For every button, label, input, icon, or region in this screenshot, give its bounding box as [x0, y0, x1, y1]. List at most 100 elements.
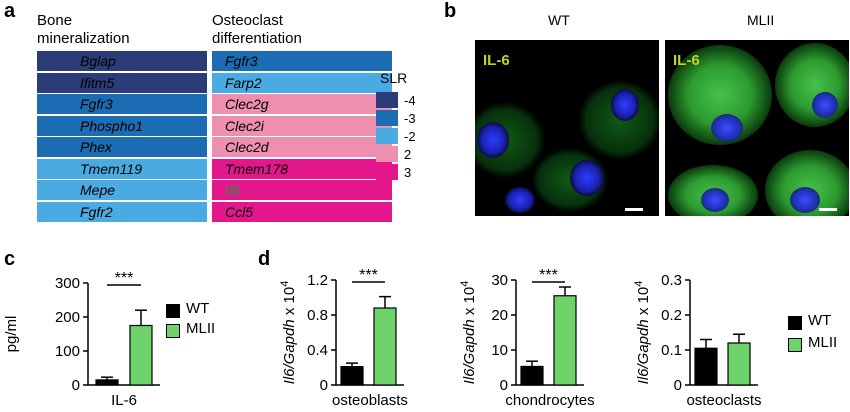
slr-legend-swatch — [376, 146, 398, 162]
legend-c-mlii-label: MLII — [186, 320, 216, 337]
osteo-cell — [212, 180, 392, 200]
scale-bar — [819, 208, 837, 211]
significance-stars: *** — [115, 270, 134, 287]
chart-osteoclasts: 0 0.1 0.2 0.3 osteoclasts Il6/Gapdh x 104 — [633, 272, 762, 409]
bar-mlii — [373, 307, 397, 386]
y-tick-label: 0.2 — [661, 307, 682, 324]
y-tick-label: 0.3 — [661, 272, 682, 289]
bone-gene-label: Fgfr3 — [80, 96, 113, 112]
slr-legend-swatch — [376, 92, 398, 108]
significance-stars: *** — [359, 267, 378, 284]
bar-wt — [95, 379, 119, 386]
legend-d: WT MLII — [788, 312, 850, 357]
micrograph-wt: IL-6 — [475, 40, 659, 216]
osteo-cell — [212, 94, 392, 114]
osteo-gene-label: Il6 — [225, 182, 240, 198]
osteo-gene-label: Tmem178 — [225, 160, 289, 177]
y-axis-label: pg/ml — [3, 316, 20, 353]
micrograph-mlii-image — [668, 43, 849, 216]
significance-stars: *** — [539, 267, 558, 284]
y-tick-label: 0 — [500, 377, 508, 394]
legend-c-mlii-swatch — [166, 324, 180, 338]
bone-gene-label: Tmem119 — [80, 160, 142, 177]
slr-legend-label: -2 — [404, 129, 416, 144]
bone-cell — [37, 72, 207, 93]
osteo-cell — [212, 115, 392, 136]
y-tick-label: 0 — [72, 377, 80, 394]
bone-cell — [37, 201, 207, 222]
y-axis-label: Il6/Gapdh x 104 — [633, 281, 652, 385]
y-tick-label: 300 — [55, 275, 80, 292]
y-tick-label: 100 — [55, 343, 80, 360]
slr-legend-swatch — [376, 128, 398, 144]
legend-d-mlii-label: MLII — [808, 334, 838, 351]
bar-wt — [340, 366, 364, 386]
osteo-cell — [212, 137, 392, 157]
y-tick-label: 30 — [491, 272, 508, 289]
osteo-cell — [212, 158, 392, 179]
bone-cell — [37, 158, 207, 179]
bone-title-line1: Bone — [37, 12, 73, 29]
bar-wt — [520, 365, 544, 386]
bar-mlii — [553, 295, 577, 386]
legend-d-mlii-swatch — [788, 338, 802, 352]
slr-legend-label: 2 — [404, 147, 412, 162]
osteo-cell — [212, 201, 392, 222]
y-tick-label: 200 — [55, 309, 80, 326]
slr-legend-label: 3 — [404, 165, 412, 180]
osteo-gene-label: Clec2d — [225, 139, 269, 155]
category-label: IL-6 — [111, 392, 137, 409]
bone-gene-label: Mepe — [80, 182, 116, 198]
slr-legend-label: -4 — [404, 93, 416, 108]
legend-c: WT MLII — [166, 300, 246, 345]
osteo-title-line2: differentiation — [212, 30, 302, 47]
panel-label-a: a — [4, 0, 16, 22]
bar-wt — [694, 347, 718, 386]
osteo-gene-label: Clec2g — [225, 96, 269, 112]
y-tick-label: 0.1 — [661, 342, 682, 359]
bone-gene-label: Ifitm5 — [80, 74, 115, 91]
y-tick-label: 0.8 — [307, 307, 328, 324]
category-label: chondrocytes — [505, 392, 594, 409]
y-tick-label: 0.4 — [307, 342, 328, 359]
category-label: osteoblasts — [332, 392, 408, 409]
slr-legend-label: -3 — [404, 111, 416, 126]
scale-bar — [625, 208, 643, 211]
bone-cell — [37, 137, 207, 157]
y-tick-label: 20 — [491, 307, 508, 324]
chart-osteoblasts: 0 0.4 0.8 1.2 *** osteoblasts Il6/Gapdh x 104 — [279, 267, 408, 409]
bone-gene-label: Bglap — [80, 53, 116, 69]
chart-il6-protein: 0 100 200 300 *** IL-6 pg/ml — [3, 270, 160, 409]
bone-gene-label: Phex — [80, 139, 112, 155]
osteo-gene-label: Fgfr3 — [225, 53, 258, 69]
osteo-cell — [212, 51, 392, 71]
osteo-gene-label: Clec2i — [225, 117, 264, 134]
y-tick-label: 10 — [491, 342, 508, 359]
legend-c-wt-swatch — [166, 304, 180, 318]
slr-legend-title: SLR — [380, 70, 408, 86]
bone-title-line2: mineralization — [37, 30, 130, 47]
micrograph-wt-label: WT — [548, 12, 570, 28]
micrograph-wt-image — [475, 80, 659, 213]
y-tick-label: 1.2 — [307, 272, 328, 289]
y-axis-label: Il6/Gapdh x 104 — [459, 281, 478, 385]
bone-cell — [37, 115, 207, 136]
bone-title: Bone mineralization — [37, 12, 130, 48]
y-axis-label: Il6/Gapdh x 104 — [279, 281, 298, 385]
bar-mlii — [129, 324, 153, 386]
bone-cell — [37, 180, 207, 200]
bone-gene-label: Fgfr2 — [80, 203, 113, 220]
legend-c-wt-label: WT — [186, 300, 210, 317]
micrograph-mlii-label: MLII — [747, 12, 775, 28]
panel-label-c: c — [4, 248, 16, 270]
osteo-gene-label: Ccl5 — [225, 203, 254, 220]
y-tick-label: 0 — [320, 377, 328, 394]
legend-d-wt-label: WT — [808, 312, 832, 329]
chart-chondrocytes: 0 10 20 30 *** chondrocytes Il6/Gapdh x 104 — [459, 267, 595, 409]
y-tick-label: 0 — [674, 377, 682, 394]
bar-mlii — [727, 342, 751, 386]
micrograph-mlii: IL-6 — [665, 40, 849, 216]
slr-legend-swatch — [376, 164, 398, 180]
bone-gene-label: Phospho1 — [80, 117, 144, 134]
micrograph-wt-stain-label: IL-6 — [483, 52, 510, 69]
